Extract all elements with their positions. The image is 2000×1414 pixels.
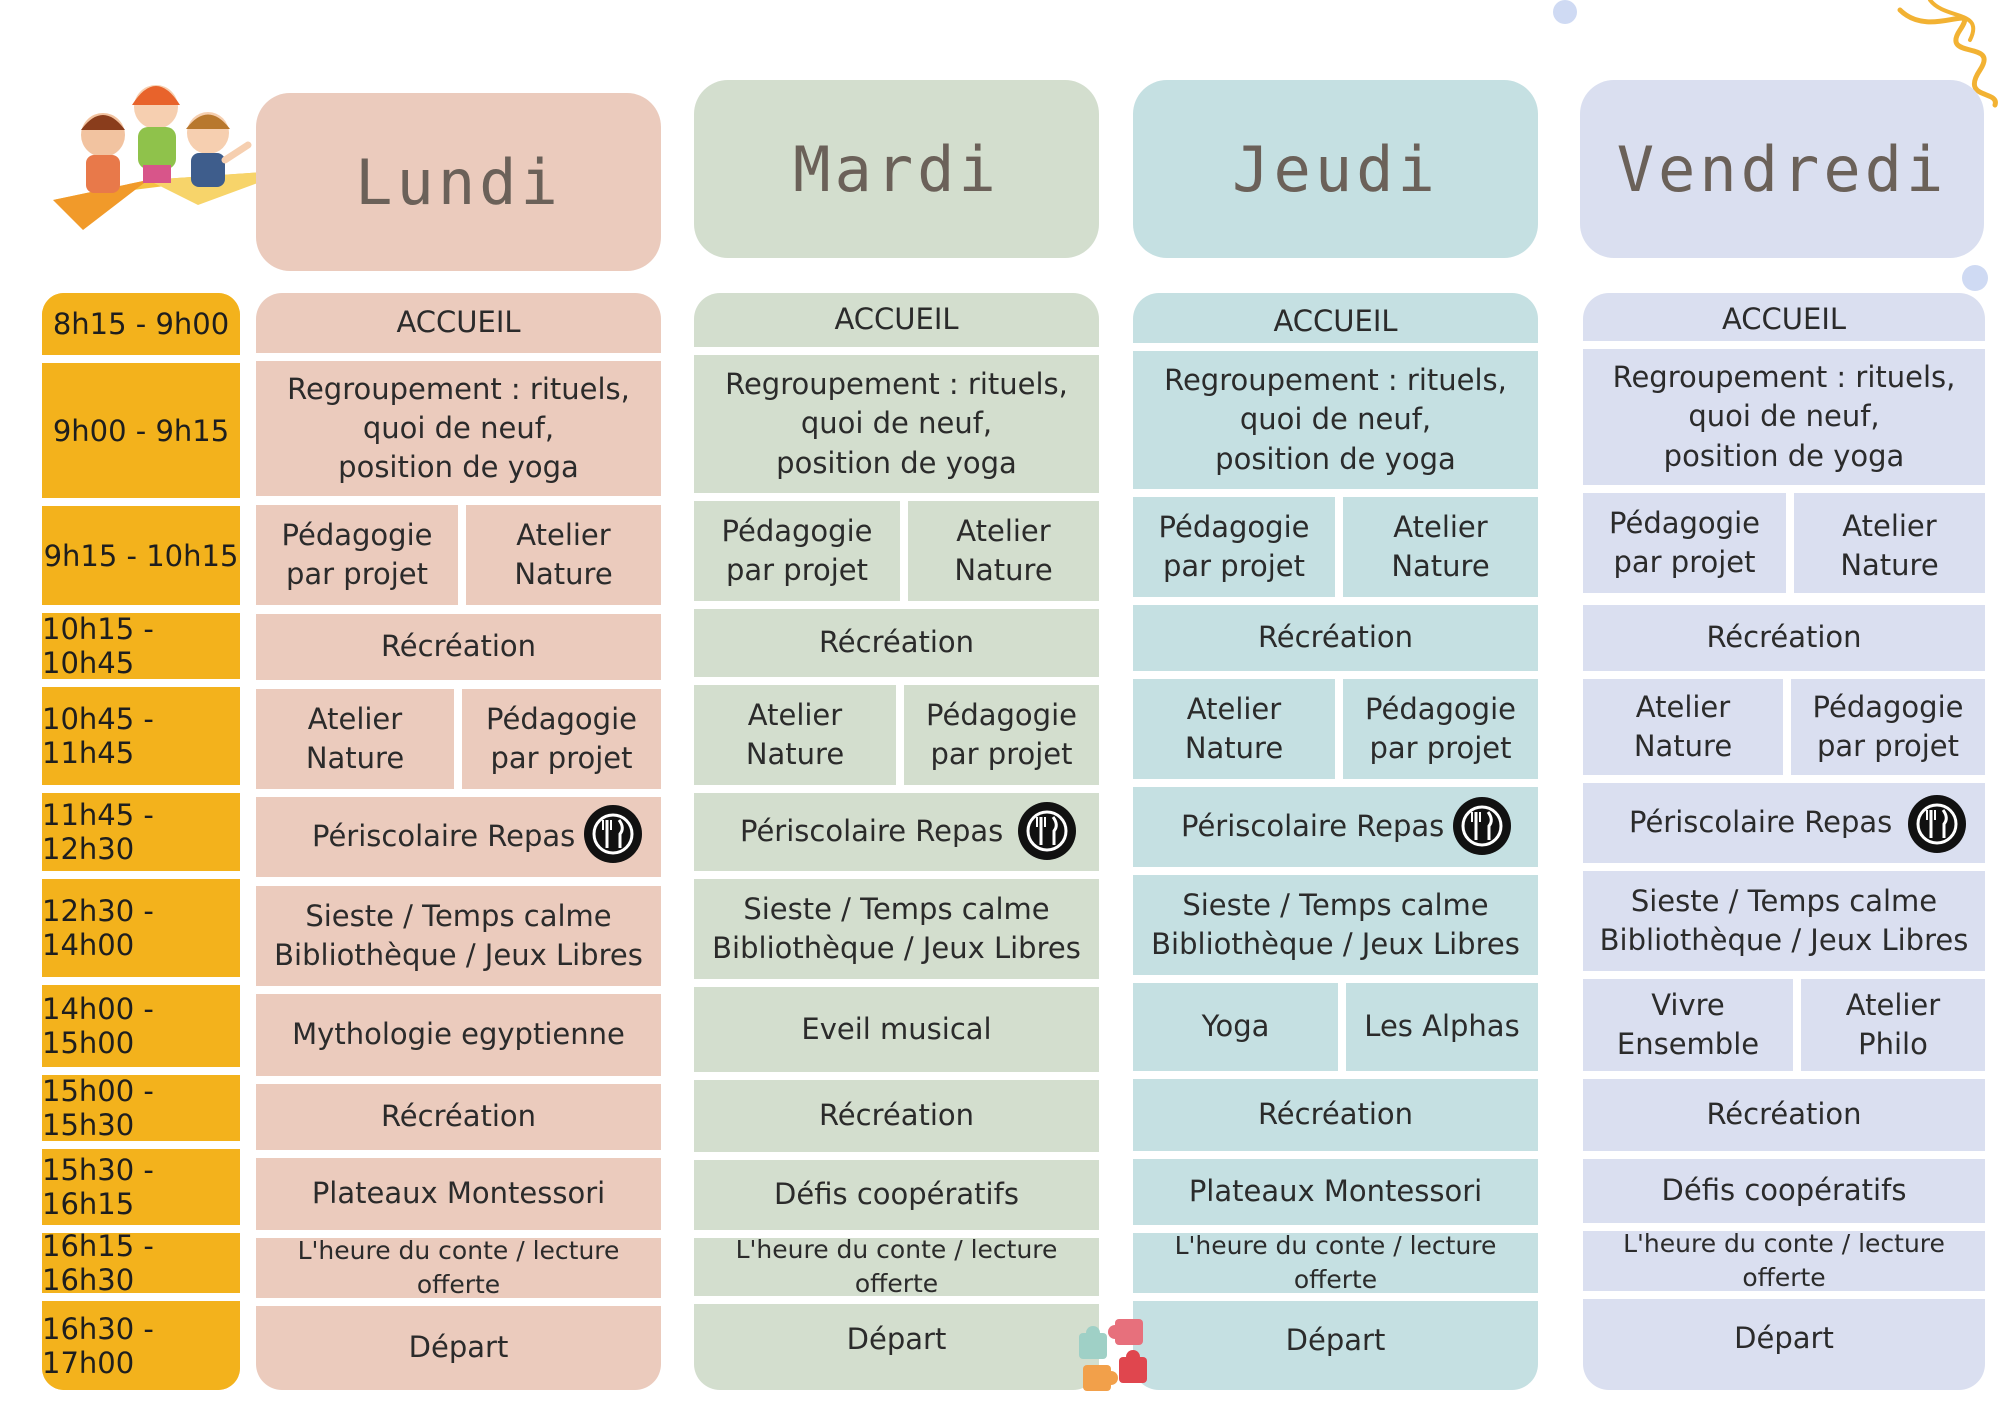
activity-label: Périscolaire Repas — [312, 819, 576, 854]
activity-yoga: Yoga — [1133, 983, 1338, 1071]
time-slot: 10h45 - 11h45 — [42, 687, 240, 793]
activity-mythologie: Mythologie egyptienne — [256, 994, 661, 1076]
time-slot: 16h30 - 17h00 — [42, 1301, 240, 1390]
decor-dot-top — [1553, 0, 1577, 24]
activity-atelier-nature: Atelier Nature — [466, 505, 661, 605]
activity-accueil: ACCUEIL — [256, 293, 661, 353]
activity-label: Périscolaire Repas — [1181, 809, 1445, 844]
activity-atelier-nature: Atelier Nature — [1133, 679, 1335, 779]
activity-label: Périscolaire Repas — [740, 814, 1004, 849]
activity-atelier-nature: Atelier Nature — [908, 501, 1099, 601]
activity-les-alphas: Les Alphas — [1346, 983, 1538, 1071]
activity-accueil: ACCUEIL — [1133, 293, 1538, 343]
day-title: Lundi — [355, 145, 562, 219]
activity-heure-du-conte: L'heure du conte / lecture offerte — [1583, 1229, 1985, 1292]
time-column: 8h15 - 9h00 9h00 - 9h15 9h15 - 10h15 10h… — [42, 293, 240, 1390]
fork-knife-icon — [1018, 802, 1076, 860]
activity-recreation: Récréation — [1583, 605, 1985, 671]
activity-defis-cooperatifs: Défis coopératifs — [1583, 1159, 1985, 1223]
time-slot: 9h00 - 9h15 — [42, 363, 240, 506]
activity-recreation: Récréation — [256, 614, 661, 680]
activity-pedagogie-projet: Pédagogie par projet — [1583, 493, 1786, 593]
activity-sieste: Sieste / Temps calme Bibliothèque / Jeux… — [1133, 875, 1538, 975]
spiral-decoration — [1897, 0, 1998, 108]
activity-label: Périscolaire Repas — [1629, 805, 1893, 840]
activity-plateaux-montessori: Plateaux Montessori — [256, 1158, 661, 1230]
activity-recreation: Récréation — [1133, 1079, 1538, 1151]
fork-knife-icon — [1908, 795, 1966, 853]
day-header-mardi: Mardi — [694, 80, 1099, 258]
activity-recreation: Récréation — [256, 1084, 661, 1150]
activity-atelier-nature: Atelier Nature — [694, 685, 896, 785]
activity-accueil: ACCUEIL — [1583, 293, 1985, 341]
activity-atelier-nature: Atelier Nature — [1583, 679, 1783, 775]
activity-sieste: Sieste / Temps calme Bibliothèque / Jeux… — [256, 886, 661, 986]
activity-regroupement: Regroupement : rituels, quoi de neuf, po… — [694, 355, 1099, 493]
activity-pedagogie-projet: Pédagogie par projet — [256, 505, 458, 605]
activity-regroupement: Regroupement : rituels, quoi de neuf, po… — [1583, 349, 1985, 485]
activity-pedagogie-projet: Pédagogie par projet — [694, 501, 900, 601]
time-slot: 14h00 - 15h00 — [42, 985, 240, 1075]
activity-plateaux-montessori: Plateaux Montessori — [1133, 1159, 1538, 1225]
activity-sieste: Sieste / Temps calme Bibliothèque / Jeux… — [1583, 871, 1985, 971]
activity-recreation: Récréation — [1583, 1079, 1985, 1151]
day-header-jeudi: Jeudi — [1133, 80, 1538, 258]
fork-knife-icon — [1453, 797, 1511, 855]
activity-accueil: ACCUEIL — [694, 293, 1099, 347]
activity-depart: Départ — [256, 1306, 661, 1390]
activity-recreation: Récréation — [694, 609, 1099, 677]
activity-eveil-musical: Eveil musical — [694, 987, 1099, 1072]
activity-depart: Départ — [1133, 1301, 1538, 1390]
day-header-vendredi: Vendredi — [1580, 80, 1984, 258]
time-slot: 15h30 - 16h15 — [42, 1149, 240, 1233]
fork-knife-icon — [584, 805, 642, 863]
day-title: Vendredi — [1616, 132, 1948, 206]
activity-periscolaire-repas: Périscolaire Repas — [1583, 783, 1985, 863]
activity-atelier-nature: Atelier Nature — [256, 689, 454, 789]
puzzle-pieces-icon — [1079, 1319, 1147, 1391]
activity-depart: Départ — [1583, 1299, 1985, 1390]
time-slot: 8h15 - 9h00 — [42, 293, 240, 363]
day-title: Jeudi — [1232, 132, 1439, 206]
decor-dot-right — [1962, 265, 1988, 291]
activity-pedagogie-projet: Pédagogie par projet — [1343, 679, 1538, 779]
activity-vivre-ensemble: Vivre Ensemble — [1583, 979, 1793, 1071]
time-slot: 11h45 - 12h30 — [42, 793, 240, 879]
time-slot: 15h00 - 15h30 — [42, 1074, 240, 1149]
activity-recreation: Récréation — [1133, 605, 1538, 671]
activity-pedagogie-projet: Pédagogie par projet — [1133, 497, 1335, 597]
activity-sieste: Sieste / Temps calme Bibliothèque / Jeux… — [694, 879, 1099, 979]
activity-defis-cooperatifs: Défis coopératifs — [694, 1160, 1099, 1230]
activity-recreation: Récréation — [694, 1080, 1099, 1152]
activity-regroupement: Regroupement : rituels, quoi de neuf, po… — [1133, 351, 1538, 489]
activity-atelier-philo: Atelier Philo — [1801, 979, 1985, 1071]
activity-depart: Départ — [694, 1304, 1099, 1390]
activity-atelier-nature: Atelier Nature — [1343, 497, 1538, 597]
time-slot: 10h15 - 10h45 — [42, 612, 240, 687]
activity-regroupement: Regroupement : rituels, quoi de neuf, po… — [256, 361, 661, 496]
day-header-lundi: Lundi — [256, 93, 661, 271]
activity-heure-du-conte: L'heure du conte / lecture offerte — [694, 1235, 1099, 1298]
time-slot: 9h15 - 10h15 — [42, 506, 240, 613]
kids-paper-plane-illustration — [53, 85, 293, 230]
time-slot: 16h15 - 16h30 — [42, 1229, 240, 1301]
activity-heure-du-conte: L'heure du conte / lecture offerte — [256, 1236, 661, 1299]
activity-pedagogie-projet: Pédagogie par projet — [462, 689, 661, 789]
activity-pedagogie-projet: Pédagogie par projet — [1791, 679, 1985, 775]
activity-periscolaire-repas: Périscolaire Repas — [256, 797, 661, 877]
activity-heure-du-conte: L'heure du conte / lecture offerte — [1133, 1231, 1538, 1294]
day-title: Mardi — [793, 132, 1000, 206]
activity-atelier-nature: Atelier Nature — [1794, 493, 1985, 593]
activity-periscolaire-repas: Périscolaire Repas — [694, 793, 1099, 871]
time-slot: 12h30 - 14h00 — [42, 879, 240, 985]
activity-pedagogie-projet: Pédagogie par projet — [904, 685, 1099, 785]
